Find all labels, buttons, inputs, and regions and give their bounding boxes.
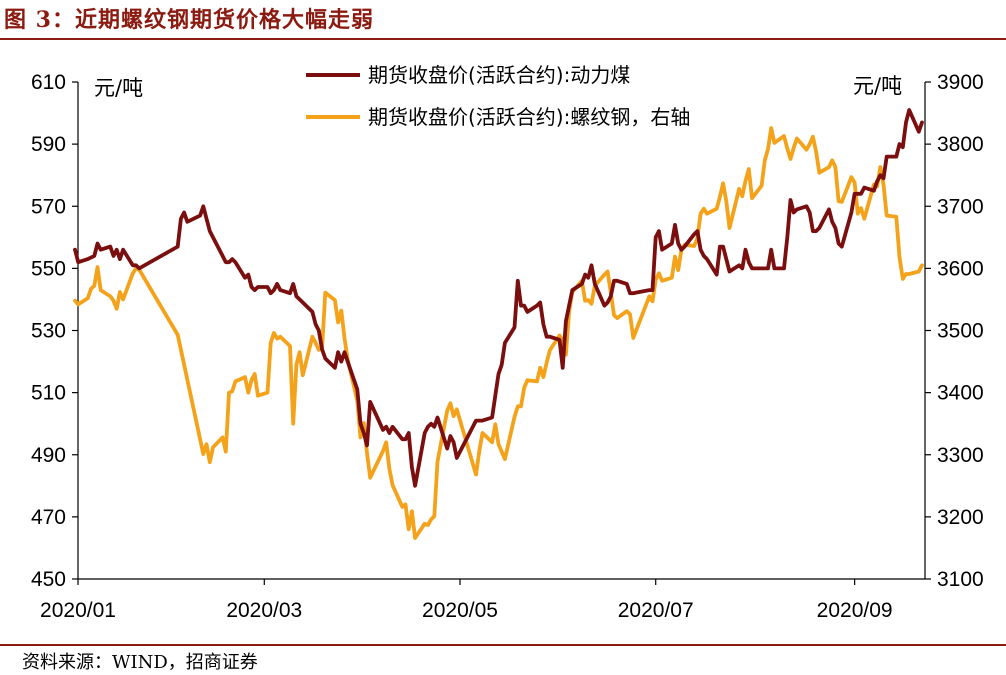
- right-tick-label: 3600: [937, 257, 984, 280]
- series-line-rebar: [75, 128, 922, 538]
- source-note: 资料来源：WIND，招商证券: [22, 648, 258, 674]
- left-tick-label: 450: [31, 568, 66, 591]
- right-tick-label: 3900: [937, 71, 984, 94]
- footer-rule: [0, 644, 1006, 646]
- right-axis-unit: 元/吨: [853, 74, 902, 98]
- right-tick-label: 3400: [937, 382, 984, 405]
- left-tick-label: 510: [31, 382, 66, 405]
- legend-label-rebar: 期货收盘价(活跃合约):螺纹钢，右轴: [368, 105, 690, 129]
- left-tick-label: 470: [31, 506, 66, 529]
- right-tick-label: 3100: [937, 568, 984, 591]
- right-tick-label: 3300: [937, 444, 984, 467]
- left-tick-label: 550: [31, 257, 66, 280]
- left-tick-label: 530: [31, 320, 66, 343]
- left-axis-unit: 元/吨: [94, 76, 143, 100]
- x-tick-label: 2020/05: [422, 599, 498, 622]
- right-tick-label: 3800: [937, 133, 984, 156]
- left-tick-label: 490: [31, 444, 66, 467]
- x-tick-label: 2020/09: [817, 599, 893, 622]
- legend-label-coal: 期货收盘价(活跃合约):动力煤: [368, 63, 630, 87]
- right-tick-label: 3200: [937, 506, 984, 529]
- legend: 期货收盘价(活跃合约):动力煤 期货收盘价(活跃合约):螺纹钢，右轴: [306, 63, 690, 129]
- tick-labels: 610 590 570 550 530 510 490 470 450 3900 3800 3700 3…: [31, 71, 984, 622]
- axes: [72, 82, 931, 585]
- left-tick-label: 610: [31, 71, 66, 94]
- x-tick-label: 2020/03: [226, 599, 302, 622]
- series-line-coal: [75, 110, 922, 486]
- x-tick-label: 2020/07: [618, 599, 694, 622]
- left-tick-label: 570: [31, 195, 66, 218]
- left-tick-label: 590: [31, 133, 66, 156]
- x-tick-label: 2020/01: [40, 599, 116, 622]
- right-tick-label: 3700: [937, 195, 984, 218]
- right-tick-label: 3500: [937, 320, 984, 343]
- series-lines: [75, 110, 922, 538]
